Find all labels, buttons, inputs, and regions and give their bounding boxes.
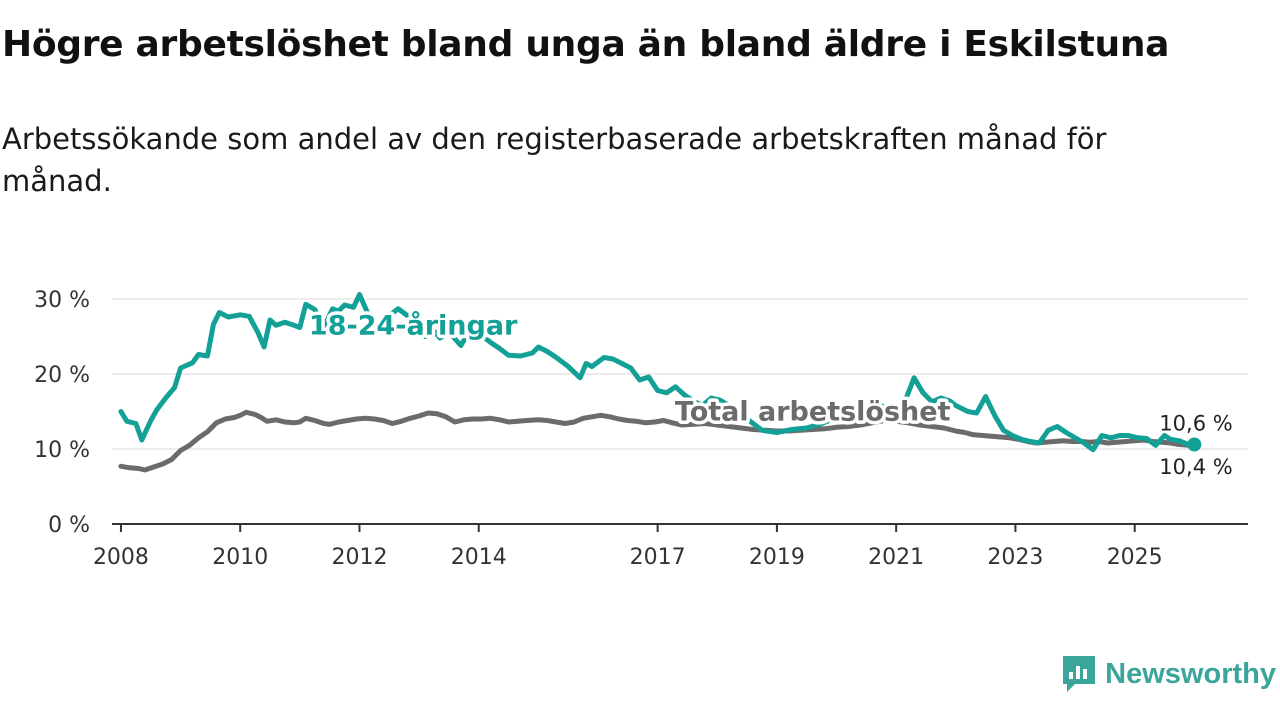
- end-point-youth: [1187, 437, 1202, 452]
- series-label-total: Total arbetslöshet: [675, 397, 951, 428]
- series-labels: 18-24-åringar Total arbetslöshet 10,6 % 10,…: [305, 306, 1235, 482]
- chart-subtitle: Arbetssökande som andel av den registerb…: [2, 122, 1107, 198]
- x-tick-label: 2012: [331, 545, 387, 570]
- newsworthy-logo-icon: [1063, 656, 1096, 692]
- gridlines: [112, 298, 1248, 525]
- x-tick-label: 2019: [749, 545, 805, 570]
- brand-logo: Newsworthy: [1061, 654, 1276, 694]
- x-tick-label: 2021: [868, 545, 924, 570]
- x-tick-label: 2008: [93, 545, 149, 570]
- x-tick-label: 2023: [987, 545, 1043, 570]
- x-tick-label: 2025: [1107, 545, 1163, 570]
- end-value-label-youth: 10,6 %: [1159, 412, 1232, 436]
- series-label-youth: 18-24-åringar: [309, 309, 518, 341]
- y-axis-ticks: 0 % 10 % 20 % 30 %: [34, 288, 90, 538]
- series-lines: [118, 292, 1202, 473]
- y-tick-label: 20 %: [34, 363, 90, 388]
- y-tick-label: 0 %: [48, 513, 90, 538]
- x-tick-label: 2014: [451, 545, 507, 570]
- x-tick-label: 2010: [212, 545, 268, 570]
- chart-title: Högre arbetslöshet bland unga än bland ä…: [2, 24, 1170, 65]
- x-axis-ticks: 2008 2010 2012 2014 2017 2019 2021 2023 2025: [93, 524, 1163, 570]
- end-value-label-total: 10,4 %: [1159, 455, 1232, 479]
- y-tick-label: 10 %: [34, 438, 90, 463]
- series-line-youth: [118, 292, 1197, 453]
- brand-name: Newsworthy: [1105, 657, 1276, 690]
- x-tick-label: 2017: [630, 545, 686, 570]
- y-tick-label: 30 %: [34, 288, 90, 313]
